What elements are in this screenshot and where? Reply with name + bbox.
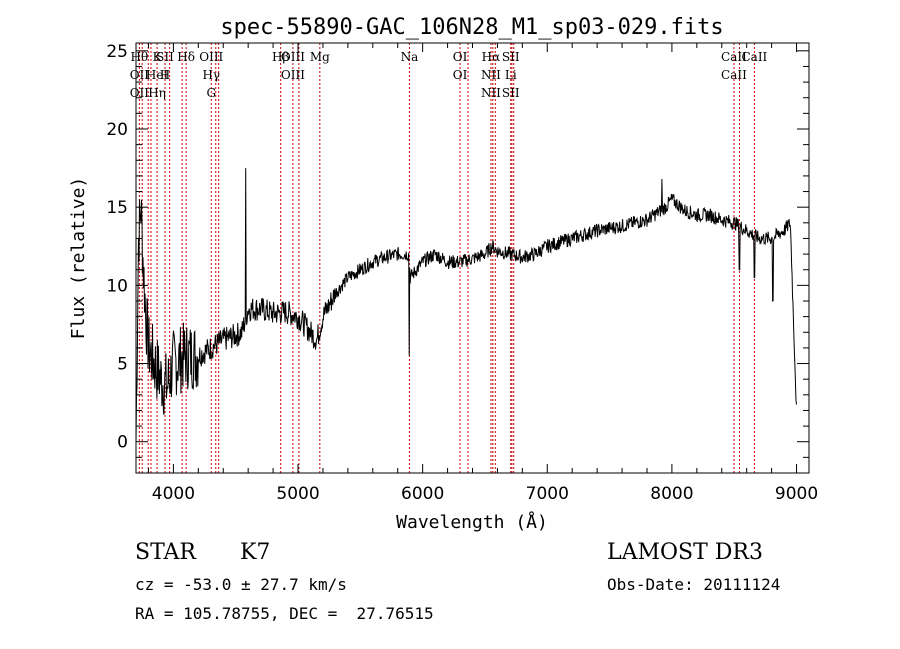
obs-date: Obs-Date: 20111124 xyxy=(607,575,781,594)
coordinates: RA = 105.78755, DEC = 27.76515 xyxy=(135,604,434,623)
y-tick-label: 5 xyxy=(117,355,128,375)
emission-line-label: Li xyxy=(505,68,517,82)
emission-line-label: Hη xyxy=(148,86,166,100)
emission-line-label: OIII xyxy=(281,68,305,82)
emission-line-label: CaII xyxy=(721,68,747,82)
emission-line-label: CaII xyxy=(741,50,767,64)
y-axis-label: Flux (relative) xyxy=(68,177,89,340)
x-tick-label: 6000 xyxy=(401,484,444,504)
emission-line-label: Hδ xyxy=(177,50,195,64)
emission-line-label: G xyxy=(206,86,216,100)
spectrum-line xyxy=(135,168,797,443)
x-axis-label: Wavelength (Å) xyxy=(396,511,548,533)
emission-line-label: OIII xyxy=(281,50,305,64)
emission-line-label: OII xyxy=(130,86,150,100)
emission-line-label: Hβ xyxy=(272,50,289,64)
chart-title: spec-55890-GAC_106N28_M1_sp03-029.fits xyxy=(220,15,723,40)
emission-line-label: OII xyxy=(130,68,150,82)
emission-line-label: HeI xyxy=(146,68,169,82)
x-tick-label: 8000 xyxy=(650,484,693,504)
x-tick-label: 4000 xyxy=(152,484,195,504)
emission-line-label: K xyxy=(153,50,163,64)
x-tick-label: 9000 xyxy=(775,484,818,504)
emission-line-label: Hθ xyxy=(131,50,149,64)
object-subclass: K7 xyxy=(240,540,271,565)
emission-line-label: Mg xyxy=(310,50,330,64)
emission-lines xyxy=(138,43,755,473)
survey-name: LAMOST DR3 xyxy=(607,540,763,565)
y-tick-label: 15 xyxy=(106,198,128,218)
x-tick-label: 5000 xyxy=(276,484,319,504)
object-class: STAR xyxy=(135,540,196,565)
emission-line-label: NII xyxy=(481,68,501,82)
x-tick-label: 7000 xyxy=(526,484,569,504)
emission-line-label: Hα xyxy=(482,50,501,64)
emission-line-label: Hγ xyxy=(202,68,220,82)
emission-line-label: H xyxy=(160,68,170,82)
emission-line-label: SII xyxy=(156,50,174,64)
plot-frame xyxy=(135,42,810,474)
emission-line-label: OI xyxy=(453,50,468,64)
axis-ticks: 4000 5000 6000 7000 8000 9000 0 5 10 15 20 25 xyxy=(106,42,818,504)
y-tick-label: 0 xyxy=(117,433,128,453)
emission-line-label: NII xyxy=(481,86,501,100)
emission-line-label: Na xyxy=(401,50,419,64)
redshift-line: cz = -53.0 ± 27.7 km/s xyxy=(135,575,347,594)
emission-line-label: CaII xyxy=(721,50,747,64)
y-tick-label: 10 xyxy=(106,276,128,296)
emission-line-label: SII xyxy=(502,50,520,64)
y-tick-label: 25 xyxy=(106,42,128,62)
emission-line-label: SII xyxy=(502,86,520,100)
y-tick-label: 20 xyxy=(106,120,128,140)
emission-line-label: OI xyxy=(453,68,468,82)
emission-line-label: OIII xyxy=(199,50,223,64)
